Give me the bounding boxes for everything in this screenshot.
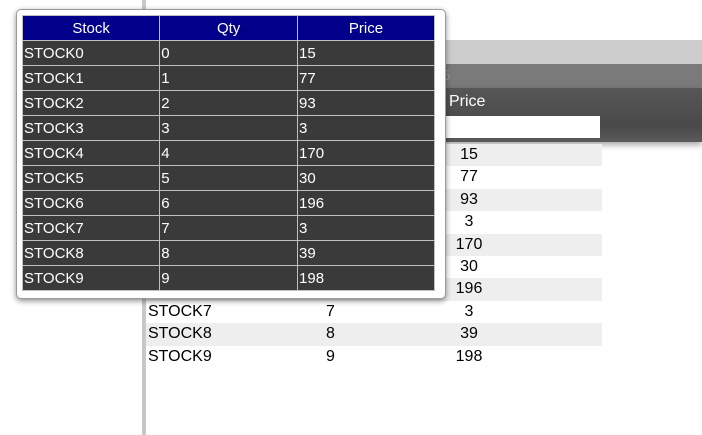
cell-qty: 5 <box>159 165 299 191</box>
cell-price: 39 <box>297 240 435 266</box>
cell-stock: STOCK4 <box>21 140 161 166</box>
grid-row[interactable]: STOCK9 9 198 <box>146 345 602 368</box>
cell-stock: STOCK6 <box>21 190 161 216</box>
grid-cell-price: 3 <box>464 302 474 320</box>
stock-popup-table[interactable]: Stock Qty Price STOCK0 0 15 STOCK1 1 77 … <box>16 9 446 299</box>
grid-cell-price: 198 <box>455 347 483 365</box>
grid-row[interactable]: STOCK8 8 39 <box>146 323 602 346</box>
grid-cell-qty: 9 <box>326 347 335 365</box>
cell-qty: 2 <box>159 90 299 116</box>
cell-stock: STOCK8 <box>21 240 161 266</box>
grid-cell-price: 196 <box>455 280 483 298</box>
cell-price: 30 <box>297 165 435 191</box>
cell-qty: 0 <box>159 40 299 66</box>
grid-cell-stock: STOCK8 <box>148 325 212 343</box>
table-row[interactable]: STOCK7 7 3 <box>21 215 435 241</box>
grid-cell-stock: STOCK7 <box>148 302 212 320</box>
cell-price: 93 <box>297 90 435 116</box>
cell-stock: STOCK3 <box>21 115 161 141</box>
grid-cell-price: 30 <box>460 257 478 275</box>
grid-row[interactable]: STOCK7 7 3 <box>146 300 602 324</box>
cell-price: 198 <box>297 265 435 291</box>
grid-cell-price: 170 <box>455 235 483 253</box>
table-row[interactable]: STOCK6 6 196 <box>21 190 435 216</box>
cell-qty: 7 <box>159 215 299 241</box>
table-row[interactable]: STOCK3 3 3 <box>21 115 435 141</box>
grid-cell-price: 39 <box>460 325 478 343</box>
cell-qty: 6 <box>159 190 299 216</box>
grid-header-price[interactable]: Price <box>449 93 486 110</box>
cell-price: 15 <box>297 40 435 66</box>
table-row[interactable]: STOCK4 4 170 <box>21 140 435 166</box>
cell-stock: STOCK5 <box>21 165 161 191</box>
stock-table: Stock Qty Price STOCK0 0 15 STOCK1 1 77 … <box>21 15 435 291</box>
cell-price: 196 <box>297 190 435 216</box>
grid-group-band-text: 5 <box>442 67 451 84</box>
cell-price: 3 <box>297 215 435 241</box>
cell-qty: 4 <box>159 140 299 166</box>
grid-cell-qty: 8 <box>326 325 335 343</box>
table-row[interactable]: STOCK0 0 15 <box>21 40 435 66</box>
table-row[interactable]: STOCK9 9 198 <box>21 265 435 291</box>
cell-price: 77 <box>297 65 435 91</box>
grid-cell-qty: 7 <box>326 302 335 320</box>
cell-qty: 9 <box>159 265 299 291</box>
grid-cell-stock: STOCK9 <box>148 347 212 365</box>
cell-stock: STOCK1 <box>21 65 161 91</box>
cell-qty: 1 <box>159 65 299 91</box>
table-row[interactable]: STOCK5 5 30 <box>21 165 435 191</box>
table-row[interactable]: STOCK8 8 39 <box>21 240 435 266</box>
table-row[interactable]: STOCK2 2 93 <box>21 90 435 116</box>
column-header-stock[interactable]: Stock <box>21 15 161 41</box>
cell-price: 3 <box>297 115 435 141</box>
table-row[interactable]: STOCK1 1 77 <box>21 65 435 91</box>
grid-cell-price: 93 <box>460 190 478 208</box>
cell-stock: STOCK2 <box>21 90 161 116</box>
cell-stock: STOCK0 <box>21 40 161 66</box>
cell-stock: STOCK7 <box>21 215 161 241</box>
grid-price-filter-input[interactable] <box>444 116 600 138</box>
grid-cell-price: 3 <box>464 213 474 231</box>
column-header-qty[interactable]: Qty <box>159 15 299 41</box>
cell-stock: STOCK9 <box>21 265 161 291</box>
grid-cell-price: 15 <box>460 146 478 163</box>
column-header-price[interactable]: Price <box>297 15 435 41</box>
cell-price: 170 <box>297 140 435 166</box>
table-header-row: Stock Qty Price <box>21 15 435 41</box>
grid-cell-price: 77 <box>460 168 478 186</box>
cell-qty: 8 <box>159 240 299 266</box>
cell-qty: 3 <box>159 115 299 141</box>
